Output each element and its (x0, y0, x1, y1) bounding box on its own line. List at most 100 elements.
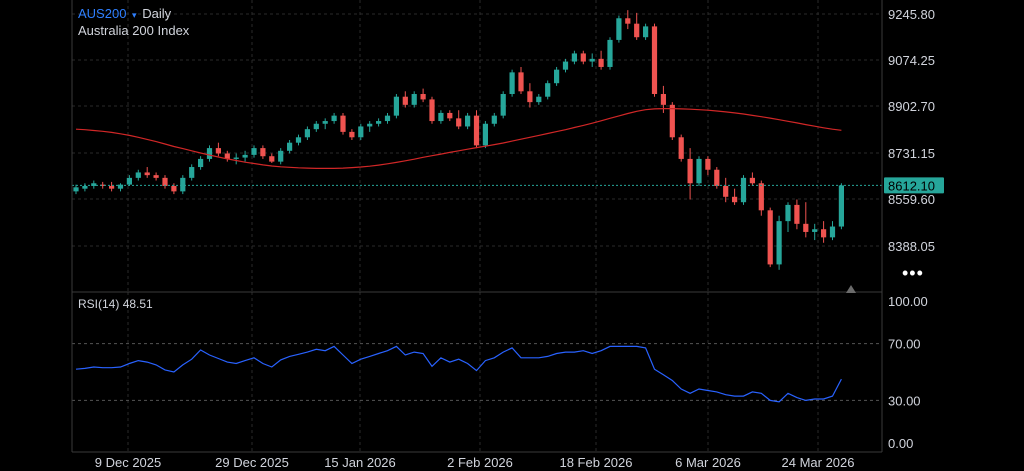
candle (821, 221, 827, 243)
candle (376, 118, 382, 127)
candle (643, 23, 649, 40)
candle (73, 184, 79, 195)
candle (838, 183, 844, 230)
candle-body (491, 115, 497, 124)
candle-body (536, 96, 542, 103)
more-options-button[interactable]: ••• (902, 263, 924, 283)
candle (767, 207, 773, 268)
candle-body (438, 112, 444, 122)
candle (215, 142, 221, 157)
candle-body (313, 123, 319, 130)
candle-body (767, 210, 773, 265)
price-axis-label: 9074.25 (888, 53, 935, 68)
candle (598, 50, 604, 70)
candle (473, 110, 480, 149)
candle-body (785, 204, 791, 222)
candle-body (518, 72, 524, 92)
candle (189, 164, 195, 181)
candle (545, 80, 551, 100)
candle-body (287, 142, 293, 151)
candle (723, 177, 729, 203)
candle-body (625, 18, 631, 24)
candle (198, 156, 204, 170)
time-axis-label: 2 Feb 2026 (447, 455, 513, 470)
candle (785, 202, 791, 232)
candle-body (456, 118, 462, 127)
candle-body (206, 148, 213, 159)
candle-body (660, 94, 666, 105)
candle (536, 94, 542, 105)
candle-body (723, 185, 729, 197)
candle (803, 202, 809, 238)
candle (162, 175, 168, 189)
moving-average-line (75, 108, 842, 169)
candle-body (358, 126, 364, 138)
candle-body (91, 183, 97, 186)
candle-body (554, 69, 560, 84)
candle (589, 53, 595, 67)
time-axis-label: 29 Dec 2025 (215, 455, 289, 470)
rsi-axis-labels[interactable]: 100.00 70.00 30.00 0.00 (888, 294, 928, 451)
candle (438, 110, 444, 124)
candle-body (376, 121, 382, 124)
rsi-axis-label: 100.00 (888, 294, 928, 309)
candle-body (135, 172, 141, 178)
candle (304, 126, 310, 140)
candle-body (384, 115, 391, 122)
price-axis-labels[interactable]: 9245.80 9074.25 8902.70 8731.15 8559.60 8388.… (888, 7, 935, 254)
candle (518, 66, 524, 95)
candle (651, 23, 658, 97)
candle-body (545, 83, 551, 97)
candle-body (776, 221, 782, 265)
candle-body (340, 115, 346, 132)
candle-body (429, 99, 435, 122)
time-axis-label: 18 Feb 2026 (559, 455, 632, 470)
candle-body (126, 177, 132, 185)
candle (384, 112, 391, 124)
candle (287, 139, 293, 154)
candle (500, 91, 506, 119)
candle-body (447, 112, 453, 119)
candle (367, 121, 373, 132)
price-axis-label: 8388.05 (888, 239, 935, 254)
candle-body (233, 157, 239, 159)
time-axis-label: 15 Jan 2026 (324, 455, 396, 470)
rsi-axis-label: 0.00 (888, 436, 913, 451)
candle (607, 37, 613, 70)
price-axis-label: 8731.15 (888, 146, 935, 161)
candle-body (678, 137, 684, 159)
candle (251, 145, 257, 158)
candle-body (616, 18, 622, 40)
candle-body (580, 53, 586, 62)
rsi-legend: RSI(14) 48.51 (78, 297, 153, 311)
candle (580, 50, 586, 65)
candle (206, 145, 213, 162)
candle-body (821, 229, 827, 238)
candle (696, 156, 702, 186)
timeframe-label[interactable]: Daily (142, 6, 172, 21)
rsi-axis-label: 30.00 (888, 393, 921, 408)
candle (411, 91, 417, 108)
symbol-label[interactable]: AUS200 (78, 6, 127, 21)
candle (687, 148, 693, 200)
scroll-triangle-icon[interactable] (846, 285, 856, 293)
candle-body (669, 104, 675, 138)
candle-body (838, 185, 844, 227)
candle-body (189, 167, 195, 178)
rsi-axis-label: 70.00 (888, 337, 921, 352)
candle-body (482, 123, 488, 146)
candle (109, 181, 115, 192)
candle-body (109, 185, 115, 189)
candle-body (411, 94, 417, 105)
candle-body (527, 91, 533, 103)
candle-body (696, 158, 702, 184)
candle-body (589, 58, 595, 62)
time-axis-labels[interactable]: 9 Dec 2025 29 Dec 2025 15 Jan 2026 2 Feb 20… (95, 455, 855, 470)
candle (678, 134, 684, 162)
price-axis-label: 8902.70 (888, 99, 935, 114)
chevron-down-icon[interactable]: ▾ (132, 10, 137, 20)
candle-body (420, 94, 426, 100)
candle (562, 58, 569, 73)
candle (340, 112, 346, 135)
